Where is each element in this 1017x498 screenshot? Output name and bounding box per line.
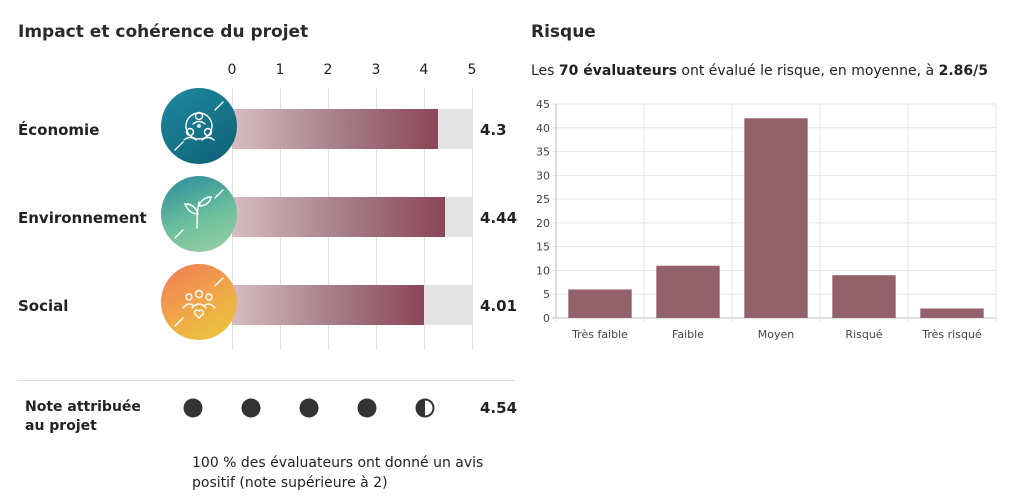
row-label-social: Social — [18, 297, 69, 315]
risk-y-tick-label: 30 — [536, 169, 550, 182]
risk-bar-chart: 0 5 10 15 20 25 30 35 40 45 Très faible Faible Moyen… — [536, 98, 997, 341]
risk-y-tick-label: 0 — [543, 312, 550, 325]
group-heart-icon — [161, 264, 237, 340]
bar-track-environnement — [232, 197, 472, 237]
impact-axis-tick: 1 — [275, 62, 285, 78]
risk-bar — [656, 265, 720, 318]
bar-social — [232, 285, 425, 325]
rating-dot-full — [183, 398, 203, 418]
risk-subtitle: Les 70 évaluateurs ont évalué le risque,… — [531, 63, 988, 79]
row-label-economie: Économie — [18, 121, 100, 139]
risk-x-tick-label: Très faible — [571, 328, 628, 341]
impact-axis-tick: 2 — [323, 62, 333, 78]
sprout-icon — [161, 176, 237, 252]
risk-subtitle-middle: ont évalué le risque, en moyenne, à — [676, 63, 939, 79]
risk-x-tick-label: Faible — [672, 328, 704, 341]
impact-gridline — [472, 88, 473, 350]
risk-x-tick-label: Risqué — [845, 328, 882, 341]
risk-y-tick-label: 40 — [536, 122, 550, 135]
risk-average: 2.86/5 — [938, 63, 988, 79]
risk-subtitle-prefix: Les — [531, 63, 559, 79]
row-label-environnement: Environnement — [18, 209, 147, 227]
rating-dot-full — [241, 398, 261, 418]
bar-track-social — [232, 285, 472, 325]
rating-dot-full — [299, 398, 319, 418]
risk-y-tick-label: 25 — [536, 193, 550, 206]
bar-economie — [232, 109, 439, 149]
risk-title: Risque — [531, 22, 596, 42]
impact-axis-tick: 0 — [227, 62, 237, 78]
network-people-icon — [161, 88, 237, 164]
bar-track-economie — [232, 109, 472, 149]
impact-axis-tick: 5 — [467, 62, 477, 78]
risk-y-tick-label: 20 — [536, 217, 550, 230]
risk-y-tick-label: 45 — [536, 98, 550, 111]
risk-y-tick-label: 10 — [536, 264, 550, 277]
risk-y-tick-label: 15 — [536, 241, 550, 254]
risk-x-tick-label: Moyen — [758, 328, 794, 341]
risk-evaluator-count: 70 évaluateurs — [558, 63, 677, 79]
risk-bar — [568, 289, 632, 318]
risk-y-tick-label: 5 — [543, 288, 550, 301]
impact-axis-tick: 3 — [371, 62, 381, 78]
note-caption: 100 % des évaluateurs ont donné un avis … — [192, 455, 484, 491]
value-environnement: 4.44 — [480, 209, 518, 227]
note-label: Note attribuée au projet — [25, 399, 141, 434]
risk-bar — [832, 275, 896, 318]
divider — [18, 380, 515, 381]
value-social: 4.01 — [480, 297, 518, 315]
risk-y-tick-label: 35 — [536, 146, 550, 159]
rating-dot-half — [415, 398, 435, 418]
impact-axis-tick: 4 — [419, 62, 429, 78]
risk-bar — [920, 308, 984, 318]
rating-dot-full — [357, 398, 377, 418]
risk-bar — [744, 118, 808, 318]
impact-title: Impact et cohérence du projet — [18, 22, 309, 42]
note-value: 4.54 — [480, 399, 518, 417]
value-economie: 4.3 — [480, 121, 507, 139]
bar-environnement — [232, 197, 446, 237]
risk-x-tick-label: Très risqué — [921, 328, 982, 341]
